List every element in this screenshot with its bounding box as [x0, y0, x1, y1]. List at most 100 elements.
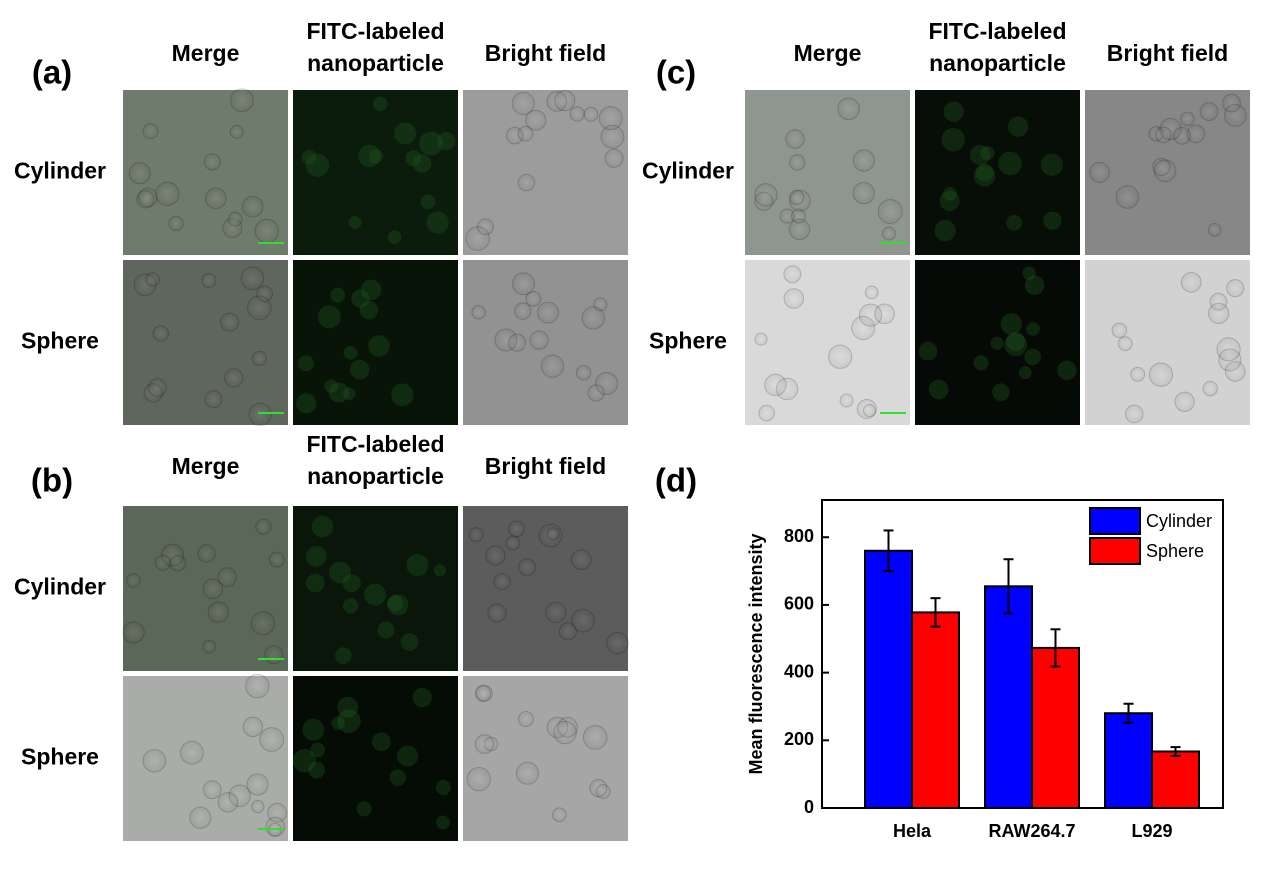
- cell: [246, 773, 269, 796]
- cell: [1226, 279, 1245, 298]
- cell: [1130, 366, 1146, 382]
- cell: [343, 387, 356, 400]
- cell: [508, 333, 527, 352]
- cell: [224, 368, 244, 388]
- cell: [990, 336, 1004, 350]
- cell: [128, 162, 151, 185]
- cell: [342, 574, 361, 593]
- cell: [1043, 211, 1062, 230]
- cell: [168, 215, 184, 232]
- cell: [343, 345, 358, 360]
- cell: [324, 379, 338, 393]
- cell: [356, 801, 372, 817]
- cell: [877, 198, 903, 224]
- cell: [569, 106, 585, 122]
- cell: [349, 359, 370, 380]
- y-tick-label: 400: [784, 661, 814, 681]
- micrograph: [293, 506, 458, 671]
- cell: [241, 195, 264, 218]
- cell: [754, 183, 778, 207]
- cell: [1026, 322, 1040, 336]
- cell: [517, 173, 536, 192]
- cell: [268, 551, 285, 568]
- cell: [558, 622, 578, 641]
- cell: [604, 148, 624, 168]
- cell: [540, 354, 565, 378]
- cell: [465, 226, 491, 251]
- column-header: Bright field: [485, 40, 606, 66]
- cell: [229, 124, 244, 139]
- cell: [939, 190, 960, 211]
- cell: [1180, 111, 1195, 127]
- cell: [581, 306, 605, 330]
- cell: [1024, 348, 1041, 366]
- cell: [571, 608, 595, 633]
- bar: [864, 549, 913, 809]
- cell: [207, 601, 230, 623]
- cell: [570, 549, 592, 570]
- x-tick-label: L929: [1131, 821, 1172, 841]
- cell: [466, 766, 491, 792]
- cell: [420, 194, 436, 210]
- column-header: Merge: [172, 453, 240, 479]
- cell: [1155, 126, 1172, 144]
- cell: [245, 673, 270, 699]
- cell: [582, 725, 608, 750]
- cell: [317, 305, 341, 329]
- cell: [1111, 322, 1128, 339]
- cell: [474, 734, 495, 754]
- cell: [202, 578, 224, 600]
- cell: [837, 97, 861, 121]
- error-bar: [1123, 702, 1134, 724]
- cell: [335, 647, 352, 664]
- bar: [1031, 646, 1080, 810]
- cell: [310, 742, 326, 758]
- cell: [436, 815, 450, 830]
- cell: [387, 230, 402, 244]
- cell: [517, 711, 534, 728]
- cell: [419, 131, 443, 156]
- cell: [1024, 275, 1045, 296]
- cell: [412, 687, 432, 708]
- cell: [1207, 222, 1222, 237]
- cell: [1216, 337, 1241, 362]
- cell: [154, 554, 171, 571]
- row-label: Cylinder: [14, 574, 106, 600]
- cell: [758, 404, 775, 422]
- legend-label: Cylinder: [1146, 511, 1212, 531]
- cell: [311, 515, 334, 538]
- cell: [487, 603, 507, 623]
- cell: [251, 799, 265, 814]
- bar: [1104, 712, 1153, 810]
- bar: [984, 585, 1033, 809]
- cell: [296, 393, 317, 414]
- column-header: Bright field: [1107, 40, 1228, 66]
- cell: [330, 287, 346, 303]
- cell: [493, 572, 511, 591]
- cell: [525, 109, 547, 131]
- cell: [598, 106, 623, 131]
- cell: [975, 163, 994, 182]
- cell: [518, 558, 537, 577]
- cell: [973, 165, 996, 187]
- cell: [437, 131, 456, 151]
- cell: [406, 554, 429, 577]
- cell: [1115, 185, 1140, 209]
- cell: [305, 153, 329, 177]
- y-tick-label: 200: [784, 729, 814, 749]
- micrograph: [915, 260, 1080, 425]
- column-header: FITC-labeled: [306, 18, 444, 44]
- legend-swatch: [1089, 507, 1141, 535]
- panel-label: (b): [31, 462, 73, 499]
- cell: [529, 330, 549, 350]
- cell: [474, 685, 492, 702]
- cell: [537, 301, 560, 324]
- cell: [302, 718, 325, 741]
- cell: [1000, 313, 1022, 335]
- cell: [942, 186, 957, 201]
- legend-label: Sphere: [1146, 541, 1204, 561]
- cell: [405, 150, 422, 167]
- cell: [517, 125, 534, 142]
- cell: [1153, 159, 1177, 183]
- micrograph: [293, 260, 458, 425]
